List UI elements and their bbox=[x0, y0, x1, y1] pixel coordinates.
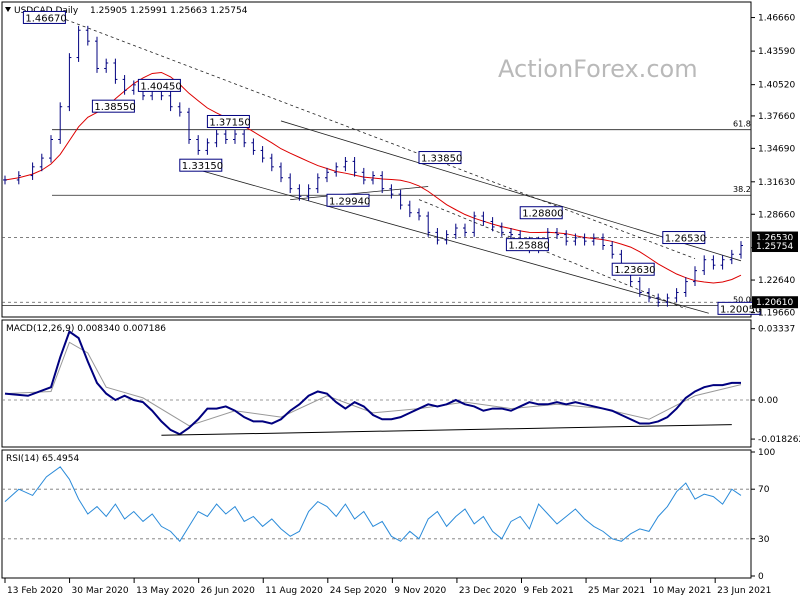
fib-label-38-2: 38.2 bbox=[733, 185, 751, 194]
level-label: 1.29940 bbox=[329, 196, 370, 207]
rsi-series-line bbox=[4, 466, 742, 543]
rsi-tick-label: 70 bbox=[758, 485, 770, 495]
x-tick-label: 13 May 2020 bbox=[136, 586, 195, 596]
level-label-box bbox=[206, 114, 250, 128]
y-tick-label: 1.34690 bbox=[758, 144, 795, 154]
y-tick-label: 1.31630 bbox=[758, 178, 795, 188]
watermark: ActionForex.com bbox=[498, 55, 698, 83]
level-label: 1.38550 bbox=[94, 102, 135, 113]
x-tick-label: 9 Feb 2021 bbox=[523, 586, 573, 596]
price-tag-bg bbox=[752, 240, 798, 253]
trend-line-0 bbox=[60, 17, 696, 260]
level-label-box bbox=[326, 193, 370, 207]
rsi-tick-label: 0 bbox=[758, 572, 764, 582]
level-label: 1.26530 bbox=[665, 234, 706, 245]
macd-support-line bbox=[161, 424, 732, 436]
level-label: 1.28800 bbox=[522, 209, 563, 220]
level-label: 1.20050 bbox=[720, 304, 761, 315]
y-tick-label: 1.40520 bbox=[758, 81, 795, 91]
level-label-box bbox=[137, 78, 181, 92]
trend-line-1 bbox=[179, 164, 709, 314]
price-grid: 61.8 38.2 50.0 bbox=[2, 17, 751, 314]
level-label-box bbox=[418, 151, 462, 165]
x-tick-label: 26 Jun 2020 bbox=[201, 586, 255, 596]
x-axis: 13 Feb 2020 30 Mar 2020 13 May 2020 26 Jun … bbox=[4, 578, 771, 596]
price-labels: 1.46670 1.38550 1.40450 1.37150 1.33150 1.299… bbox=[22, 10, 761, 315]
level-label-box bbox=[662, 231, 706, 245]
macd-tick-label: 0.00 bbox=[758, 396, 778, 406]
level-label-box bbox=[505, 238, 549, 252]
level-label: 1.37150 bbox=[209, 117, 250, 128]
x-tick-label: 30 Mar 2020 bbox=[72, 586, 129, 596]
x-tick-label: 13 Feb 2020 bbox=[7, 586, 63, 596]
x-tick-label: 23 Jun 2021 bbox=[717, 586, 771, 596]
x-tick-label: 11 Aug 2020 bbox=[265, 586, 323, 596]
price-lines bbox=[3, 25, 743, 307]
fib-label-61-8: 61.8 bbox=[733, 120, 751, 129]
y-tick-label: 1.46660 bbox=[758, 14, 795, 24]
macd-axis: 0.03337 0.00 -0.018262 bbox=[751, 325, 800, 445]
rsi-tick-label: 100 bbox=[758, 448, 775, 458]
level-label-box bbox=[22, 10, 66, 24]
trend-line-2 bbox=[290, 186, 429, 201]
level-label: 1.40450 bbox=[140, 81, 181, 92]
price-tag: 1.26530 bbox=[756, 234, 793, 244]
moving-average-line bbox=[4, 71, 742, 284]
rsi-title: RSI(14) 65.4954 bbox=[6, 454, 79, 464]
level-label-box bbox=[91, 99, 135, 113]
rsi-panel bbox=[2, 466, 751, 543]
level-label: 1.23630 bbox=[614, 265, 655, 276]
collapse-arrow-icon[interactable] bbox=[5, 7, 11, 12]
macd-title: MACD(12,26,9) 0.008340 0.007186 bbox=[6, 324, 166, 334]
x-tick-label: 10 May 2021 bbox=[653, 586, 712, 596]
trend-line-4 bbox=[418, 199, 686, 310]
macd-panel bbox=[2, 330, 751, 436]
macd-panel-frame bbox=[1, 319, 752, 448]
x-tick-label: 23 Dec 2020 bbox=[459, 586, 517, 596]
price-axis: 1.46660 1.43590 1.40520 1.37660 1.34690 1.316… bbox=[751, 14, 798, 319]
price-tag: 1.20610 bbox=[756, 298, 793, 308]
level-label: 1.25880 bbox=[508, 241, 549, 252]
level-label: 1.33850 bbox=[421, 154, 462, 165]
y-tick-label: 1.37660 bbox=[758, 112, 795, 122]
y-tick-label: 1.43590 bbox=[758, 47, 795, 57]
y-tick-label: 1.28660 bbox=[758, 210, 795, 220]
price-tag: 1.25754 bbox=[756, 242, 793, 252]
x-tick-label: 9 Nov 2020 bbox=[394, 586, 446, 596]
level-label-box bbox=[611, 262, 655, 276]
level-label-box bbox=[519, 206, 563, 220]
rsi-axis: 100 70 30 0 bbox=[751, 448, 775, 582]
rsi-panel-frame bbox=[1, 449, 752, 579]
y-tick-label: 1.19660 bbox=[758, 309, 795, 319]
x-tick-label: 25 Mar 2021 bbox=[588, 586, 645, 596]
rsi-tick-label: 30 bbox=[758, 535, 770, 545]
level-label-box bbox=[717, 301, 761, 315]
y-tick-label: 1.22640 bbox=[758, 276, 795, 286]
x-tick-label: 24 Sep 2020 bbox=[330, 586, 387, 596]
level-label: 1.33150 bbox=[182, 161, 223, 172]
fib-label-50-0: 50.0 bbox=[733, 296, 751, 305]
price-panel-frame bbox=[1, 1, 752, 318]
price-tag-bg bbox=[752, 296, 798, 309]
ohlc-readout: 1.25905 1.25991 1.25663 1.25754 bbox=[90, 6, 248, 16]
macd-tick-label: -0.018262 bbox=[758, 435, 800, 445]
level-label-box bbox=[179, 158, 223, 172]
macd-tick-label: 0.03337 bbox=[758, 325, 795, 335]
macd-series-macd bbox=[4, 330, 741, 436]
level-label: 1.46670 bbox=[25, 13, 66, 24]
